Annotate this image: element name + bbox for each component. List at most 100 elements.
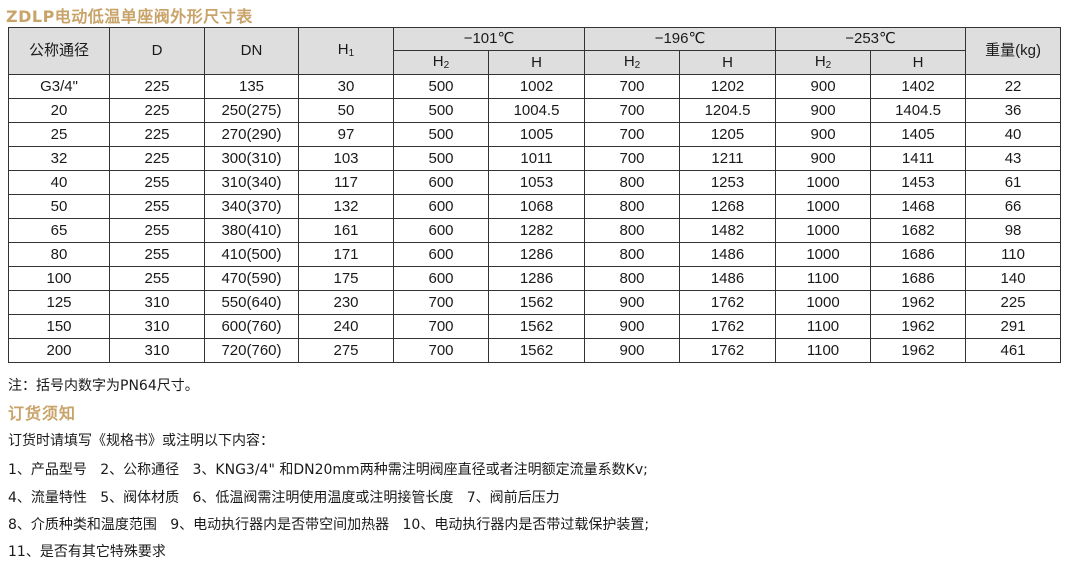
table-cell: 40 [8, 170, 110, 195]
table-cell: 117 [298, 170, 394, 195]
table-cell: 66 [965, 194, 1062, 219]
page-title: ZDLP电动低温单座阀外形尺寸表 [6, 7, 253, 26]
order-line: 11、是否有其它特殊要求 [8, 544, 166, 560]
table-cell: 600(760) [204, 314, 299, 339]
table-cell: 150 [8, 314, 110, 339]
table-cell: 700 [584, 98, 681, 123]
header-h1: H1 [298, 27, 394, 75]
table-cell: 43 [965, 146, 1062, 171]
table-cell: 310 [109, 290, 205, 315]
table-row: 100 255 470(590) 175 600 1286 800 1486 1100 1686 1… [8, 266, 1062, 291]
table-cell: 800 [584, 218, 681, 243]
table-cell: 410(500) [204, 242, 299, 267]
table-cell: 1202 [679, 74, 777, 99]
table-cell: 36 [965, 98, 1062, 123]
table-cell: 1486 [679, 242, 777, 267]
table-cell: 900 [584, 338, 681, 363]
table-cell: 1405 [870, 122, 967, 147]
table-cell: 800 [584, 194, 681, 219]
order-line: 1、产品型号 2、公称通径 3、KNG3/4" 和DN20mm两种需注明阀座直径… [8, 462, 648, 478]
table-row: 40 255 310(340) 117 600 1053 800 1253 1000 1453 61 [8, 170, 1062, 195]
table-cell: 800 [584, 170, 681, 195]
table-row: 150 310 600(760) 240 700 1562 900 1762 1100 1962 2… [8, 314, 1062, 339]
header-h2-sub: 2 [443, 60, 450, 71]
table-cell: 1211 [679, 146, 777, 171]
table-row: 80 255 410(500) 171 600 1286 800 1486 1000 1686 11… [8, 242, 1062, 267]
table-row: 65 255 380(410) 161 600 1282 800 1482 1000 1682 98 [8, 218, 1062, 243]
table-cell: 500 [393, 146, 489, 171]
table-cell: 25 [8, 122, 110, 147]
table-cell: 700 [584, 74, 681, 99]
table-cell: 1286 [487, 266, 586, 291]
table-row: 125 310 550(640) 230 700 1562 900 1762 1000 1962 2… [8, 290, 1062, 315]
table-row: 32 225 300(310) 103 500 1011 700 1211 900 1411 43 [8, 146, 1062, 171]
table-cell: 240 [298, 314, 394, 339]
table-cell: 1000 [775, 290, 872, 315]
table-cell: 1482 [679, 218, 777, 243]
table-cell: 900 [775, 98, 872, 123]
table-cell: 1562 [487, 314, 586, 339]
header-h2: H2 [775, 50, 872, 75]
table-cell: 1002 [487, 74, 586, 99]
table-cell: 291 [965, 314, 1062, 339]
table-cell: 1562 [487, 338, 586, 363]
header-d: D [109, 27, 205, 75]
table-cell: 1682 [870, 218, 967, 243]
table-cell: 65 [8, 218, 110, 243]
table-row: 200 310 720(760) 275 700 1562 900 1762 1100 1962 4… [8, 338, 1062, 363]
table-cell: 1404.5 [870, 98, 967, 123]
table-cell: 1762 [679, 338, 777, 363]
table-cell: 900 [775, 146, 872, 171]
table-cell: 300(310) [204, 146, 299, 171]
table-cell: 1100 [775, 338, 872, 363]
table-cell: 550(640) [204, 290, 299, 315]
table-header: 公称通径 D DN H1 −101℃ −196℃ −253℃ 重量(kg) H2… [8, 27, 1062, 75]
table-cell: 700 [393, 338, 489, 363]
table-cell: 110 [965, 242, 1062, 267]
table-cell: 1762 [679, 290, 777, 315]
table-cell: 200 [8, 338, 110, 363]
table-cell: 32 [8, 146, 110, 171]
table-cell: 135 [204, 74, 299, 99]
table-cell: 700 [393, 290, 489, 315]
table-cell: 600 [393, 218, 489, 243]
table-cell: 1053 [487, 170, 586, 195]
table-cell: 1011 [487, 146, 586, 171]
table-cell: 1411 [870, 146, 967, 171]
table-cell: 225 [109, 122, 205, 147]
header-group-253: −253℃ [775, 27, 967, 51]
table-cell: 380(410) [204, 218, 299, 243]
table-cell: 255 [109, 266, 205, 291]
header-h2-sub: 2 [634, 60, 641, 71]
table-body: G3/4" 225 135 30 500 1002 700 1202 900 1402 22 20 22… [8, 74, 1062, 363]
table-row: 25 225 270(290) 97 500 1005 700 1205 900 1405 40 [8, 122, 1062, 147]
table-cell: 1468 [870, 194, 967, 219]
table-cell: 1253 [679, 170, 777, 195]
table-cell: 161 [298, 218, 394, 243]
order-line: 8、介质种类和温度范围 9、电动执行器内是否带空间加热器 10、电动执行器内是否… [8, 517, 650, 533]
table-cell: 22 [965, 74, 1062, 99]
table-cell: 1686 [870, 242, 967, 267]
header-group-196: −196℃ [584, 27, 777, 51]
table-cell: 1000 [775, 218, 872, 243]
table-cell: 1962 [870, 314, 967, 339]
table-cell: 900 [584, 314, 681, 339]
table-cell: 1268 [679, 194, 777, 219]
header-h: H [679, 50, 777, 75]
table-cell: 500 [393, 74, 489, 99]
table-cell: 600 [393, 266, 489, 291]
table-cell: 1686 [870, 266, 967, 291]
header-h2-base: H [623, 53, 635, 70]
table-cell: 1282 [487, 218, 586, 243]
table-cell: 40 [965, 122, 1062, 147]
table-cell: 250(275) [204, 98, 299, 123]
table-cell: 1205 [679, 122, 777, 147]
table-cell: 1000 [775, 194, 872, 219]
table-row: 20 225 250(275) 50 500 1004.5 700 1204.5 900 1404… [8, 98, 1062, 123]
table-cell: 61 [965, 170, 1062, 195]
table-cell: 50 [298, 98, 394, 123]
table-cell: 132 [298, 194, 394, 219]
table-cell: 230 [298, 290, 394, 315]
header-h2-base: H [432, 53, 444, 70]
table-cell: 255 [109, 242, 205, 267]
